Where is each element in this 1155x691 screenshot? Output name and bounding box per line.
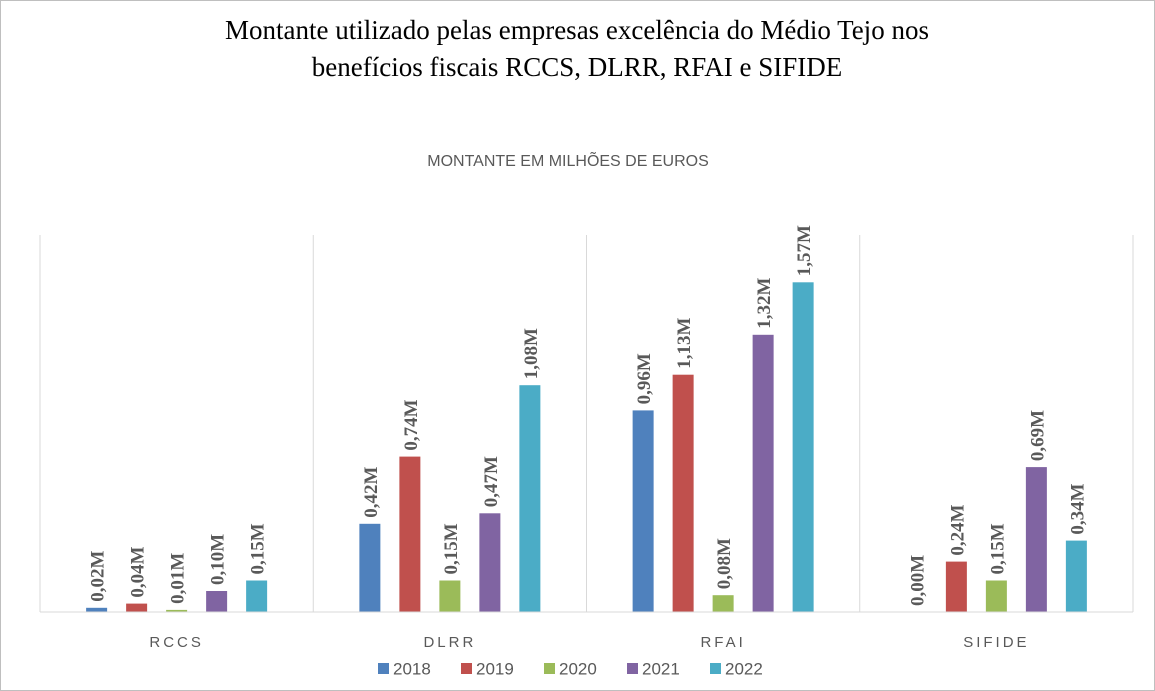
chart-title: Montante utilizado pelas empresas excelê… [225,15,929,82]
value-label: 0,69M [1027,410,1048,461]
value-label: 1,13M [674,317,695,368]
chart-subtitle: MONTANTE EM MILHÕES DE EUROS [427,150,709,170]
bar [439,580,461,612]
value-label: 0,34M [1067,483,1088,534]
value-label: 0,74M [401,399,422,450]
bar [399,456,421,612]
legend-label: 2018 [393,659,431,678]
bar [985,580,1007,612]
bar [712,595,734,612]
value-label: 1,08M [521,328,542,379]
legend-swatch [461,663,472,674]
value-label: 0,24M [947,504,968,555]
x-tick-label: RCCS [149,634,204,651]
x-tick-label: SIFIDE [963,634,1029,651]
legend-swatch [627,663,638,674]
legend-label: 2022 [725,659,763,678]
value-label: 0,15M [987,523,1008,574]
legend-swatch [710,663,721,674]
bar [126,603,148,612]
value-label: 0,42M [361,467,382,518]
value-label: 0,04M [128,546,149,597]
x-tick-label: DLRR [423,634,476,651]
value-label: 0,08M [714,538,735,589]
bar [632,410,654,612]
value-label: 0,15M [441,523,462,574]
value-label: 0,10M [208,534,229,585]
bar [206,591,228,612]
bar [359,523,381,612]
bar [672,374,694,612]
bar [479,513,501,612]
value-label: 0,15M [248,523,269,574]
value-label: 1,32M [754,278,775,329]
legend-label: 2020 [559,659,597,678]
value-label: 0,00M [907,555,928,606]
bar [519,385,541,612]
value-label: 0,47M [481,456,502,507]
value-label: 1,57M [794,225,815,276]
bar [86,607,108,612]
bar [792,282,814,612]
x-tick-label: RFAI [700,634,745,651]
value-label: 0,96M [634,353,655,404]
bar [166,609,188,612]
legend-label: 2019 [476,659,514,678]
legend-swatch [378,663,389,674]
legend-swatch [544,663,555,674]
legend-label: 2021 [642,659,680,678]
value-label: 0,01M [168,553,189,604]
bar [1025,467,1047,612]
bar [945,561,967,612]
value-label: 0,02M [88,551,109,602]
bar [1065,540,1087,612]
bar [246,580,268,612]
bar [752,334,774,612]
